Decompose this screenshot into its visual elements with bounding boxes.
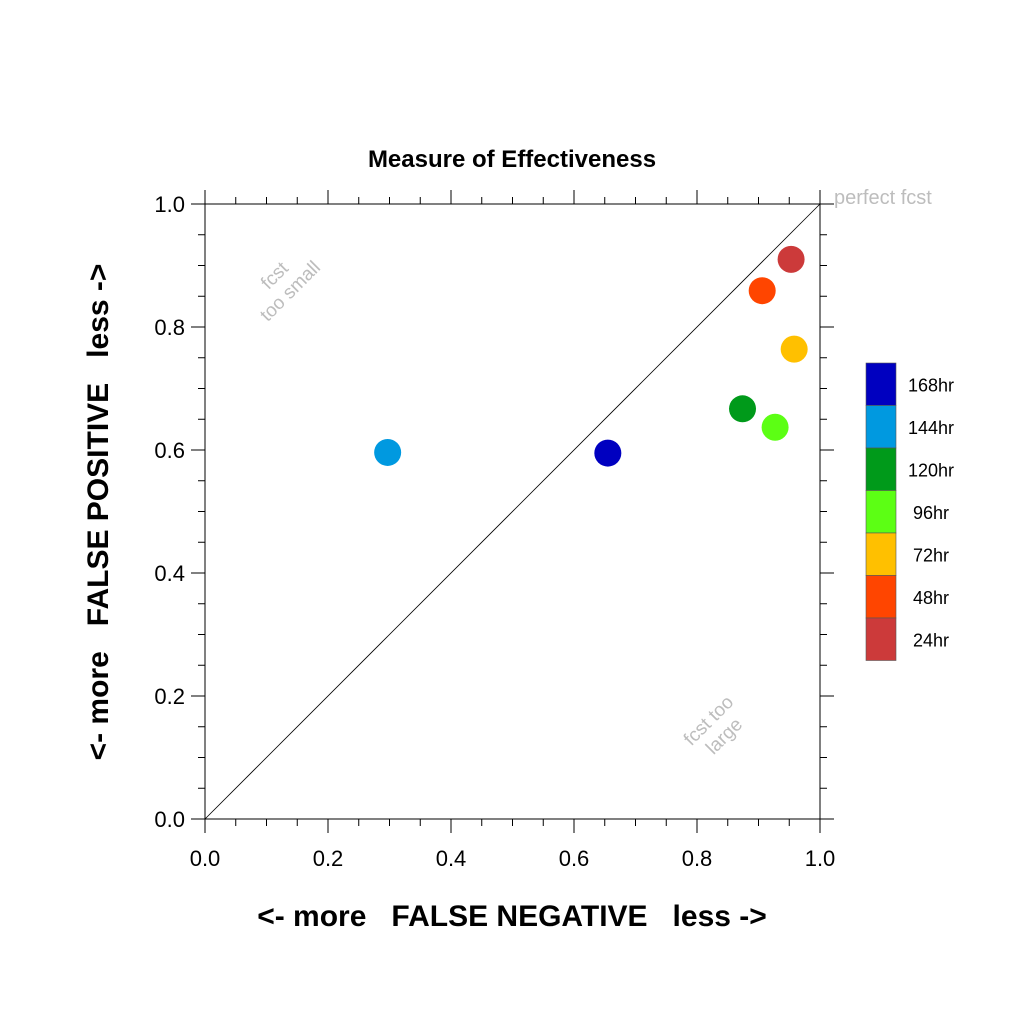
y-tick-label: 0.4 <box>154 561 185 586</box>
legend-label-144hr: 144hr <box>908 418 954 438</box>
legend-swatch-120hr <box>865 447 897 491</box>
legend-label-48hr: 48hr <box>913 588 949 608</box>
y-tick-label: 0.8 <box>154 315 185 340</box>
x-tick-label: 0.4 <box>436 846 467 871</box>
legend-label-168hr: 168hr <box>908 375 954 395</box>
y-tick-label: 0.0 <box>154 807 185 832</box>
data-point-24hr <box>777 245 805 273</box>
data-point-168hr <box>594 439 622 467</box>
too-small-annotation: fcst too small <box>256 257 325 326</box>
y-tick-label: 0.2 <box>154 684 185 709</box>
legend-label-72hr: 72hr <box>913 545 949 565</box>
too-large-annotation: fcst too large <box>680 692 747 759</box>
chart-title: Measure of Effectiveness <box>368 146 656 173</box>
legend: 168hr 144hr 120hr 96hr 72hr 48hr 24hr <box>865 362 954 661</box>
y-axis-label: <- more FALSE POSITIVE less -> <box>82 264 115 761</box>
legend-swatch-72hr <box>865 532 897 576</box>
y-tick-label: 1.0 <box>154 192 185 217</box>
diagonal-line <box>204 203 821 820</box>
legend-swatch-144hr <box>865 405 897 449</box>
x-tick-label: 1.0 <box>805 846 836 871</box>
x-tick-label: 0.2 <box>313 846 344 871</box>
data-point-48hr <box>748 277 776 305</box>
perfect-forecast-annotation: perfect fcst <box>834 187 932 209</box>
tick-marks <box>191 190 834 833</box>
y-tick-label: 0.6 <box>154 438 185 463</box>
legend-label-24hr: 24hr <box>913 630 949 650</box>
x-tick-label: 0.6 <box>559 846 590 871</box>
legend-label-120hr: 120hr <box>908 460 954 480</box>
legend-swatch-96hr <box>865 490 897 534</box>
x-tick-label: 0.0 <box>190 846 221 871</box>
legend-swatch-168hr <box>865 362 897 406</box>
data-point-96hr <box>761 413 789 441</box>
legend-swatch-24hr <box>865 617 897 661</box>
too-small-line-2: too small <box>256 257 325 326</box>
legend-label-96hr: 96hr <box>913 503 949 523</box>
x-axis-label: <- more FALSE NEGATIVE less -> <box>257 900 767 933</box>
plot-area: 0.0 0.2 0.4 0.6 0.8 1.0 0.0 0.2 0.4 0.6 0.8 1.0 <box>154 190 835 871</box>
legend-swatch-48hr <box>865 575 897 619</box>
data-point-120hr <box>729 395 757 423</box>
data-point-72hr <box>780 335 808 363</box>
data-point-144hr <box>374 438 402 466</box>
x-tick-label: 0.8 <box>682 846 713 871</box>
